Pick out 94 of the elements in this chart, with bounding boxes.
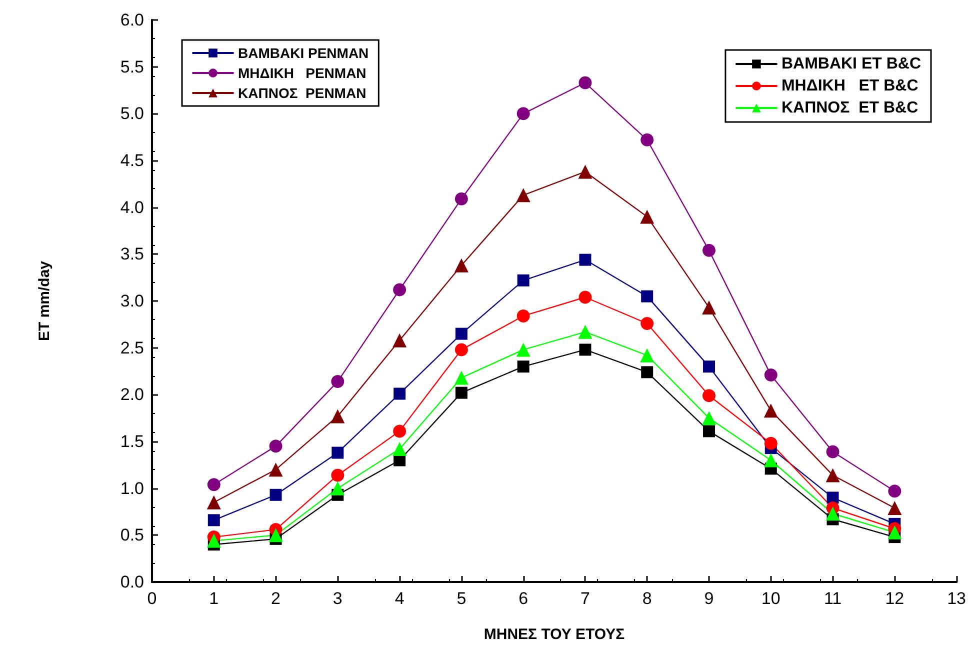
x-tick-label: 0: [147, 589, 157, 608]
x-tick-label: 12: [885, 589, 904, 608]
y-tick-label: 5.5: [120, 57, 144, 76]
point: [516, 309, 530, 322]
y-axis-title: ET mm/day: [36, 260, 53, 342]
point: [331, 375, 344, 388]
point: [579, 344, 592, 356]
point: [206, 495, 221, 510]
point: [268, 528, 283, 542]
point: [270, 488, 282, 501]
point: [331, 468, 344, 482]
point: [516, 342, 530, 357]
point: [826, 506, 840, 521]
x-tick-label: 9: [704, 589, 714, 608]
point: [764, 453, 778, 468]
point: [702, 425, 715, 438]
point: [641, 366, 654, 378]
point: [888, 501, 902, 516]
y-tick-label: 3.5: [120, 244, 144, 264]
point: [332, 446, 344, 459]
y-tick-label: 0.5: [120, 526, 144, 545]
point: [330, 409, 345, 424]
legend-label: ΚΑΠΝΟΣ ET B&C: [781, 100, 919, 116]
point: [517, 274, 530, 286]
x-tick-label: 4: [394, 589, 404, 608]
y-tick-label: 4.5: [120, 151, 144, 170]
point: [208, 514, 220, 526]
point: [764, 404, 778, 418]
point: [640, 348, 654, 362]
point: [393, 283, 406, 296]
point: [454, 370, 468, 385]
y-tick-label: 6.0: [120, 10, 144, 30]
point: [640, 133, 654, 146]
legend-label: BAMBAKI ET B&C: [781, 56, 922, 72]
point: [826, 492, 839, 504]
point: [392, 333, 407, 348]
x-tick-label: 10: [761, 589, 780, 608]
legend-label: ΜΗΔΙΚΗ PENMAN: [238, 65, 366, 81]
x-tick-label: 5: [456, 589, 466, 608]
point: [826, 468, 840, 482]
point: [517, 360, 530, 373]
point: [702, 360, 715, 373]
y-tick-label: 1.0: [120, 478, 144, 498]
point: [268, 462, 283, 477]
legend-label: ΚΑΠΝΟΣ PENMAN: [238, 85, 366, 101]
point: [641, 290, 654, 302]
x-tick-label: 1: [209, 589, 219, 608]
point: [579, 254, 592, 266]
point: [394, 388, 406, 400]
point: [888, 525, 902, 540]
point: [455, 328, 468, 340]
point: [640, 210, 654, 224]
point: [454, 343, 468, 356]
x-axis-title: ΜΗΝΕΣ ΤΟΥ ΕΤΟΥΣ: [484, 626, 625, 643]
point: [702, 244, 716, 257]
y-tick-label: 2.5: [120, 338, 144, 358]
point: [888, 484, 902, 498]
point: [516, 107, 530, 120]
point: [455, 386, 468, 399]
point: [454, 258, 468, 272]
y-tick-label: 4.0: [120, 198, 144, 217]
point: [207, 478, 220, 492]
x-tick-label: 11: [824, 589, 842, 608]
x-tick-label: 13: [947, 589, 966, 608]
legend-label: ΜΗΔΙΚΗ ET B&C: [781, 78, 919, 94]
point: [578, 324, 592, 339]
point: [578, 290, 592, 304]
y-tick-label: 0.0: [120, 572, 144, 592]
point: [454, 192, 468, 206]
y-tick-label: 5.0: [120, 104, 144, 124]
point: [702, 300, 716, 315]
point: [702, 411, 716, 426]
y-tick-label: 3.0: [120, 292, 144, 310]
x-tick-label: 7: [580, 589, 590, 608]
point: [330, 481, 345, 496]
point: [764, 436, 778, 450]
point: [702, 389, 716, 402]
point: [206, 534, 221, 548]
y-tick-label: 1.5: [120, 432, 144, 451]
point: [392, 442, 407, 456]
point: [269, 440, 282, 453]
legend-label: BAMBAKI PENMAN: [238, 45, 369, 61]
point: [578, 76, 592, 90]
point: [516, 188, 530, 202]
x-tick-label: 3: [332, 589, 342, 608]
x-tick-label: 8: [642, 589, 652, 608]
x-tick-label: 6: [518, 589, 528, 608]
point: [764, 368, 778, 382]
point: [640, 316, 654, 330]
x-tick-label: 2: [271, 589, 281, 608]
point: [393, 424, 406, 438]
y-tick-label: 2.0: [120, 385, 144, 404]
point: [826, 445, 840, 458]
point: [578, 164, 592, 179]
